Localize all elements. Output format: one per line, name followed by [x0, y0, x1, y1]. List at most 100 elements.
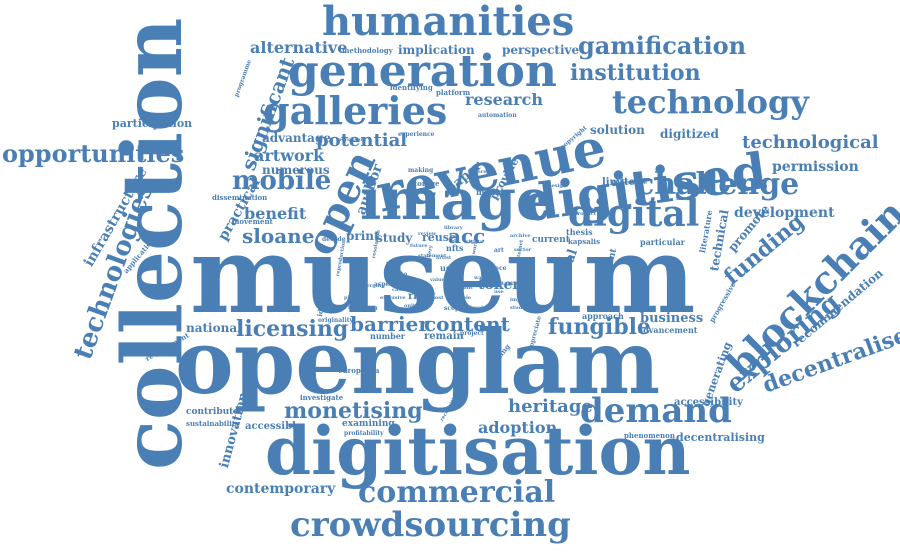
word-greece: greece [484, 265, 507, 272]
word-artist: artist [436, 255, 452, 261]
word-mobile: mobile [232, 166, 332, 196]
word-originality: originality [318, 317, 353, 324]
word-challenge: challenge [636, 167, 800, 202]
word-participation: participation [112, 117, 193, 130]
word-library: library [444, 225, 463, 231]
word-study: study [376, 231, 413, 245]
word-experience: experience [398, 131, 435, 138]
word-europeana: europeana [338, 366, 380, 375]
word-opportunities: opportunities [2, 139, 185, 168]
word-storage: storage [410, 179, 440, 188]
word-platform: platform [436, 88, 471, 97]
word-persistent: persistent [338, 137, 367, 143]
word-numerous: numerous [262, 163, 330, 177]
word-technological: technological [742, 132, 879, 153]
word-crypto: crypto [386, 271, 408, 278]
word-heritage: heritage [508, 396, 593, 417]
word-institution: institution [570, 60, 701, 86]
word-alternative: alternative [250, 38, 348, 57]
word-sloane: sloane [242, 224, 315, 248]
word-permission: permission [772, 159, 859, 175]
word-crowdsourcing: crowdsourcing [290, 505, 571, 545]
word-rights: rights [466, 239, 483, 245]
word-galleries: galleries [263, 88, 448, 133]
word-increasing: increasing [348, 305, 378, 311]
word-openglam: openglam [175, 310, 661, 414]
word-scope: scope [444, 305, 464, 312]
word-remain: remain [424, 331, 464, 342]
word-movement: movement [232, 217, 273, 226]
word-case: case [392, 287, 405, 293]
word-user: user [440, 263, 460, 273]
word-programme: programme [233, 58, 254, 99]
word-token: token [478, 277, 523, 293]
word-decade: decade [322, 236, 346, 243]
word-current: current [532, 235, 570, 245]
word-implication: implication [398, 43, 475, 57]
word-particular: particular [640, 237, 685, 247]
word-product: product [574, 211, 596, 217]
word-exclusive: exclusive [380, 295, 406, 301]
word-examining: examining [342, 419, 395, 429]
word-sector: sector [514, 247, 532, 253]
word-digitisation: digitisation [265, 412, 691, 490]
word-identifying: identifying [390, 83, 433, 92]
word-investigate: investigate [300, 393, 344, 402]
word-public: public [456, 285, 474, 291]
word-monetising: monetising [284, 398, 423, 424]
word-data: data [420, 287, 433, 293]
word-licensing: licensing [236, 316, 349, 342]
word-decentralising: decentralising [676, 431, 765, 444]
word-methodology: methodology [342, 46, 393, 55]
word-contribute: contribute [186, 407, 240, 417]
word-model: model [476, 187, 504, 197]
word-advancement: advancement [638, 325, 698, 335]
word-approach: approach [582, 311, 624, 321]
word-national: national [186, 321, 242, 335]
word-content: content [424, 312, 510, 336]
word-sustainability: sustainability [186, 419, 240, 428]
word-pilot: pilot [396, 279, 422, 290]
word-acc: acc [448, 224, 486, 248]
word-future: future [410, 243, 428, 249]
word-cost: cost [432, 295, 444, 301]
word-kapsalis: kapsalis [568, 237, 601, 246]
word-image: image [360, 167, 552, 233]
word-work: work [500, 281, 514, 287]
word-number: number [370, 331, 405, 341]
word-use: use [494, 289, 504, 295]
word-dissemination: dissemination [212, 193, 268, 202]
word-thesis: thesis [566, 227, 593, 237]
word-solution: solution [590, 123, 645, 137]
word-impact: impact [510, 297, 530, 303]
word-museum: museum [190, 212, 696, 337]
word-research: research [465, 90, 543, 109]
word-development: development [734, 205, 835, 221]
word-term: term [386, 261, 400, 267]
word-way: way [474, 275, 485, 281]
word-gamification: gamification [578, 31, 747, 60]
word-level: level [470, 305, 484, 311]
word-online: online [404, 303, 422, 309]
word-print: print [346, 229, 380, 243]
word-collectible: collectible [612, 179, 648, 186]
word-technology: technology [612, 83, 809, 121]
word-review: review [418, 231, 437, 237]
word-benefit: benefit [244, 204, 307, 223]
word-studies: studies [510, 305, 531, 311]
word-value: value [430, 277, 445, 283]
word-project: project [460, 330, 484, 337]
word-nfts: nfts [446, 243, 464, 253]
word-physical: physical [344, 295, 367, 301]
word-digitized: digitized [660, 127, 719, 141]
word-design: design [548, 183, 567, 189]
word-barrier: barrier [350, 312, 429, 336]
word-profitability: profitability [344, 430, 384, 437]
word-commercial: commercial [358, 475, 556, 510]
word-art: art [494, 247, 504, 254]
word-automation: automation [478, 112, 517, 119]
word-potential: potential [316, 130, 408, 151]
word-accessibility: accessibility [674, 397, 743, 408]
word-making: making [408, 167, 434, 174]
